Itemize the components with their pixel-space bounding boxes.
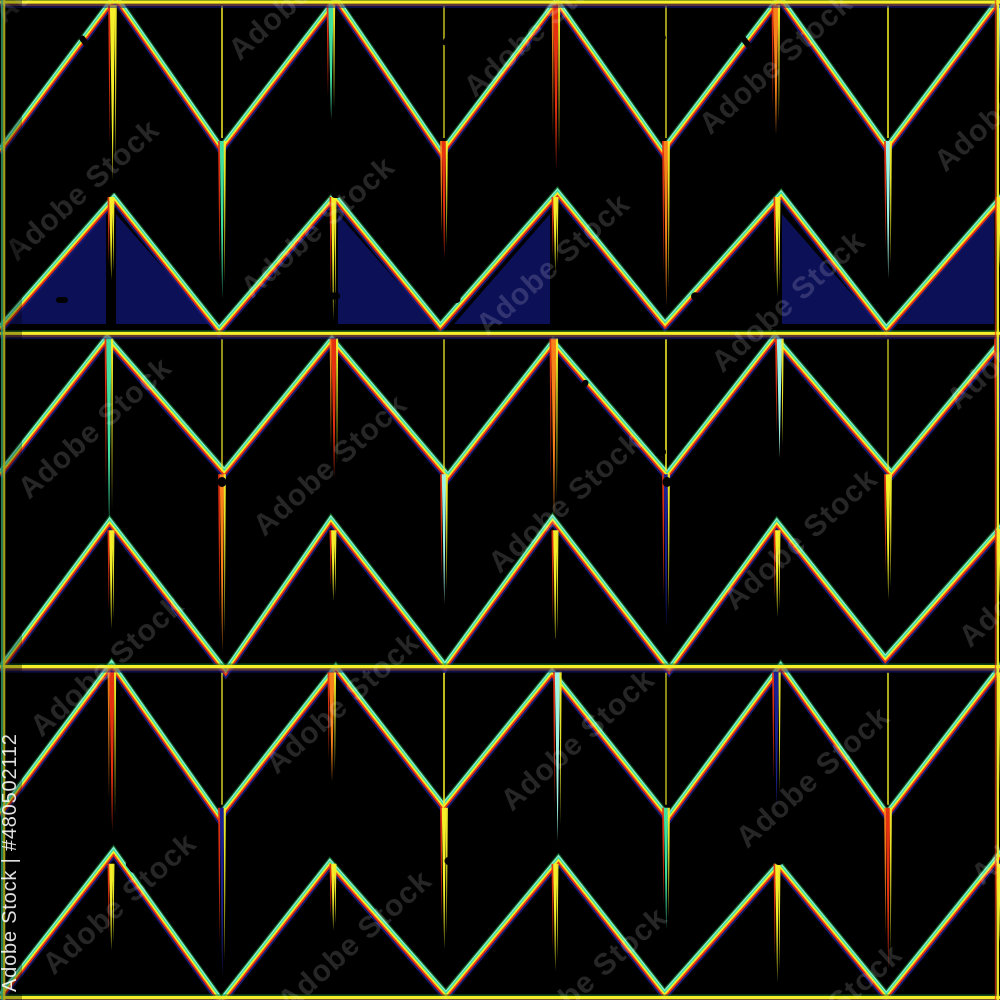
ink-break-layer [56,34,901,873]
watermark-id-text: Adobe Stock | #480502112 [0,733,21,992]
watermark-id-bar: Adobe Stock | #480502112 [0,0,22,1000]
